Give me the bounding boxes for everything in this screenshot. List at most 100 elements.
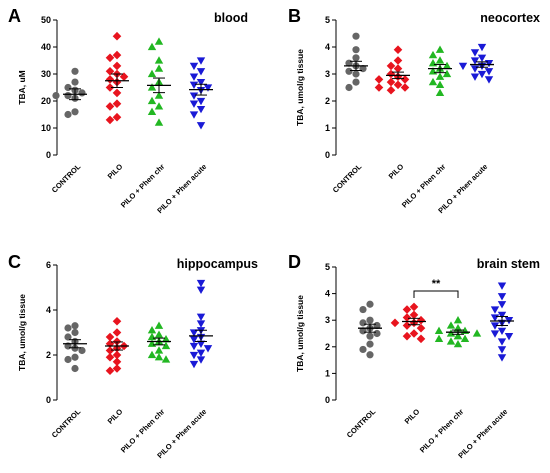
y-axis-label: TBA, umol/g tissue xyxy=(295,49,305,126)
data-point xyxy=(366,316,374,324)
data-point xyxy=(484,68,494,76)
panel-letter: A xyxy=(8,6,21,26)
y-tick-label: 30 xyxy=(41,69,51,79)
data-point xyxy=(71,328,79,337)
panel-title: brain stem xyxy=(477,257,540,271)
y-tick-label: 4 xyxy=(325,42,330,52)
data-point xyxy=(366,351,374,359)
series-pilo-phen-acute xyxy=(189,57,213,130)
data-point xyxy=(409,302,419,312)
data-point xyxy=(442,69,452,78)
data-point xyxy=(189,351,199,360)
data-point xyxy=(52,92,60,100)
data-point xyxy=(359,345,367,354)
data-point xyxy=(386,69,396,79)
data-point xyxy=(409,329,419,338)
significance-label: ** xyxy=(432,278,441,290)
data-point xyxy=(154,353,164,361)
data-point xyxy=(435,80,445,88)
data-point xyxy=(497,311,507,320)
data-point xyxy=(196,78,206,87)
series-control xyxy=(52,67,87,119)
series-pilo-phen-chr xyxy=(434,316,482,348)
series-pilo xyxy=(390,302,426,344)
series-pilo-phen-acute xyxy=(458,43,494,84)
data-point xyxy=(147,350,157,359)
data-point xyxy=(189,73,199,81)
x-tick-label: CONTROL xyxy=(50,162,83,195)
data-point xyxy=(154,102,164,110)
data-point xyxy=(416,323,426,333)
data-point xyxy=(435,72,445,80)
data-point xyxy=(460,334,470,342)
data-point xyxy=(196,279,206,288)
data-point xyxy=(196,286,206,294)
data-point xyxy=(390,318,400,328)
series-pilo-phen-chr xyxy=(428,45,452,97)
data-point xyxy=(435,45,445,53)
data-point xyxy=(154,64,164,72)
data-point xyxy=(402,313,412,322)
data-point xyxy=(112,316,122,326)
panel-title: hippocampus xyxy=(177,257,258,271)
data-point xyxy=(393,45,403,54)
y-tick-label: 5 xyxy=(325,262,330,272)
x-tick-label: PILO + Phen chr xyxy=(400,162,448,210)
y-tick-label: 0 xyxy=(46,395,51,405)
panel-letter: B xyxy=(288,6,301,26)
data-point xyxy=(374,83,384,92)
data-point xyxy=(428,59,438,67)
data-point xyxy=(352,32,360,40)
y-tick-label: 50 xyxy=(41,15,51,25)
data-point xyxy=(453,339,463,348)
data-point xyxy=(453,316,463,324)
data-point xyxy=(359,319,367,327)
data-point xyxy=(64,324,72,332)
data-point xyxy=(119,72,129,81)
data-point xyxy=(112,112,122,122)
data-point xyxy=(428,50,438,59)
data-point xyxy=(189,329,199,337)
data-point xyxy=(400,75,410,84)
data-point xyxy=(189,111,199,119)
data-point xyxy=(161,341,171,350)
y-axis-label: TBA, uM xyxy=(17,70,27,104)
data-point xyxy=(366,340,374,348)
data-point xyxy=(196,57,206,65)
data-point xyxy=(147,339,157,347)
data-point xyxy=(472,329,482,337)
y-tick-label: 4 xyxy=(46,305,51,315)
data-point xyxy=(416,315,426,325)
x-tick-label: PILO + Phen chr xyxy=(418,407,466,455)
data-point xyxy=(373,329,381,338)
y-tick-label: 3 xyxy=(325,69,330,79)
data-point xyxy=(154,118,164,126)
data-point xyxy=(71,322,79,330)
data-point xyxy=(64,333,72,341)
series-pilo xyxy=(105,316,129,376)
data-point xyxy=(359,305,367,314)
data-point xyxy=(112,31,122,41)
data-point xyxy=(189,92,199,100)
data-point xyxy=(477,70,487,79)
data-point xyxy=(345,83,353,92)
data-point xyxy=(189,360,199,369)
data-point xyxy=(189,342,199,351)
data-point xyxy=(112,350,122,360)
data-point xyxy=(147,69,157,78)
x-tick-label: PILO + Phen chr xyxy=(119,162,167,210)
y-axis-label: TBA, umol/g tissue xyxy=(17,294,27,371)
panel-title: blood xyxy=(214,11,248,25)
data-point xyxy=(71,108,79,116)
data-point xyxy=(112,328,122,337)
data-point xyxy=(386,85,396,95)
data-point xyxy=(147,332,157,341)
data-point xyxy=(470,57,480,65)
data-point xyxy=(154,321,164,329)
y-tick-label: 6 xyxy=(46,260,51,270)
x-tick-label: CONTROL xyxy=(331,162,364,195)
data-point xyxy=(112,364,122,373)
x-tick-label: PILO xyxy=(387,162,406,181)
